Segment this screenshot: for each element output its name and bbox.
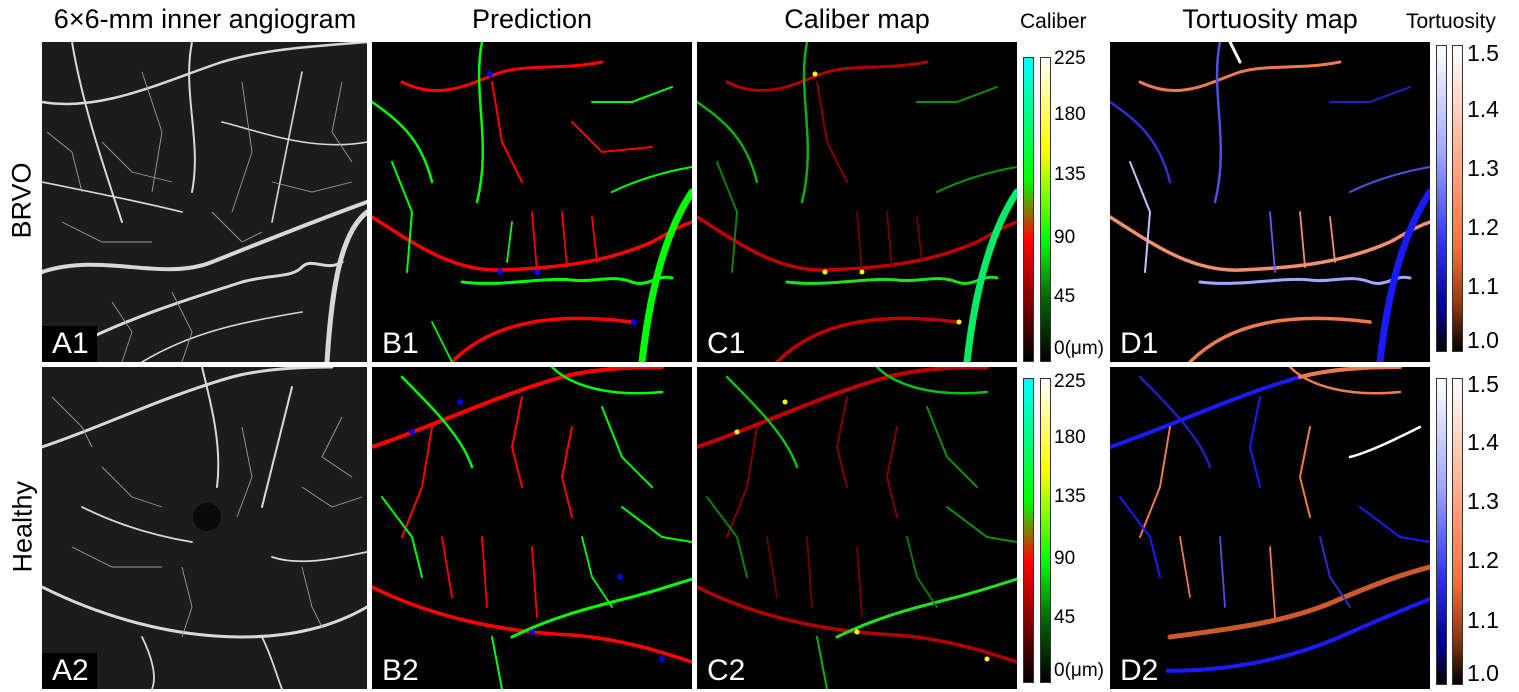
caliber-column-title: Caliber map: [784, 4, 930, 34]
caliber-tick-225-top: 225: [1054, 48, 1086, 69]
tortuosity-tick-1.1-bottom: 1.1: [1467, 607, 1499, 633]
caliber-colorbar-vein-healthy: [1040, 378, 1051, 683]
prediction-image-healthy: [372, 367, 692, 689]
caliber-colorbar-title: Caliber: [1020, 10, 1087, 33]
panel-label-d1: D1: [1110, 326, 1167, 362]
tortuosity-colorbar-title: Tortuosity: [1406, 10, 1496, 33]
caliber-panel-healthy: C2: [697, 367, 1017, 689]
tortuosity-tick-1.0-bottom: 1.0: [1467, 660, 1499, 686]
panel-label-d2: D2: [1110, 653, 1167, 689]
caliber-colorbar-artery-brvo: [1023, 57, 1034, 362]
tortuosity-tick-1.4-top: 1.4: [1467, 96, 1499, 122]
angiogram-column-title: 6×6-mm inner angiogram: [53, 4, 357, 34]
caliber-image-brvo: [697, 42, 1017, 362]
caliber-tick-45-bottom: 45: [1054, 607, 1076, 628]
caliber-tick-135-top: 135: [1054, 164, 1086, 185]
brvo-row-label: BRVO: [6, 162, 37, 239]
angiogram-image-healthy: [42, 367, 367, 689]
caliber-tick-180-bottom: 180: [1054, 427, 1086, 448]
tortuosity-panel-brvo: D1: [1110, 42, 1430, 362]
caliber-tick-180-top: 180: [1054, 104, 1086, 125]
tortuosity-colorbar-artery-healthy: [1452, 378, 1463, 685]
prediction-panel-healthy: B2: [372, 367, 692, 689]
caliber-image-healthy: [697, 367, 1017, 689]
tortuosity-tick-1.3-top: 1.3: [1467, 155, 1499, 181]
angiogram-image-brvo: [42, 42, 367, 362]
angiogram-panel-brvo: A1: [42, 42, 367, 362]
tortuosity-tick-1.2-bottom: 1.2: [1467, 547, 1499, 573]
prediction-panel-brvo: B1: [372, 42, 692, 362]
tortuosity-colorbar-vein-healthy: [1436, 378, 1447, 685]
tortuosity-tick-1.2-top: 1.2: [1467, 214, 1499, 240]
panel-label-b2: B2: [372, 653, 427, 689]
healthy-row-label: Healthy: [7, 480, 38, 573]
prediction-image-brvo: [372, 42, 692, 362]
tortuosity-tick-1.3-bottom: 1.3: [1467, 488, 1499, 514]
panel-label-b1: B1: [372, 326, 427, 362]
caliber-tick-90-top: 90: [1054, 227, 1076, 248]
panel-label-a1: A1: [42, 326, 97, 362]
caliber-panel-brvo: C1: [697, 42, 1017, 362]
panel-label-a2: A2: [42, 653, 97, 689]
caliber-tick-0-bottom: 0(μm): [1054, 660, 1104, 681]
caliber-tick-90-bottom: 90: [1054, 548, 1076, 569]
tortuosity-tick-1.1-top: 1.1: [1467, 273, 1499, 299]
prediction-column-title: Prediction: [471, 4, 593, 34]
tortuosity-tick-1.0-top: 1.0: [1467, 327, 1499, 353]
caliber-tick-135-bottom: 135: [1054, 486, 1086, 507]
tortuosity-image-brvo: [1110, 42, 1430, 362]
tortuosity-tick-1.5-bottom: 1.5: [1467, 371, 1499, 397]
angiogram-panel-healthy: A2: [42, 367, 367, 689]
caliber-colorbar-vein-brvo: [1040, 57, 1051, 362]
tortuosity-image-healthy: [1110, 367, 1430, 673]
tortuosity-tick-1.5-top: 1.5: [1467, 40, 1499, 66]
caliber-tick-225-bottom: 225: [1054, 371, 1086, 392]
panel-label-c1: C1: [697, 326, 754, 362]
panel-label-c2: C2: [697, 653, 754, 689]
tortuosity-panel-healthy: D2: [1110, 367, 1430, 689]
tortuosity-colorbar-artery-brvo: [1452, 45, 1463, 352]
tortuosity-column-title: Tortuosity map: [1182, 4, 1358, 34]
caliber-tick-0-top: 0(μm): [1054, 338, 1104, 359]
tortuosity-tick-1.4-bottom: 1.4: [1467, 429, 1499, 455]
caliber-colorbar-artery-healthy: [1023, 378, 1034, 683]
tortuosity-colorbar-vein-brvo: [1436, 45, 1447, 352]
caliber-tick-45-top: 45: [1054, 286, 1076, 307]
